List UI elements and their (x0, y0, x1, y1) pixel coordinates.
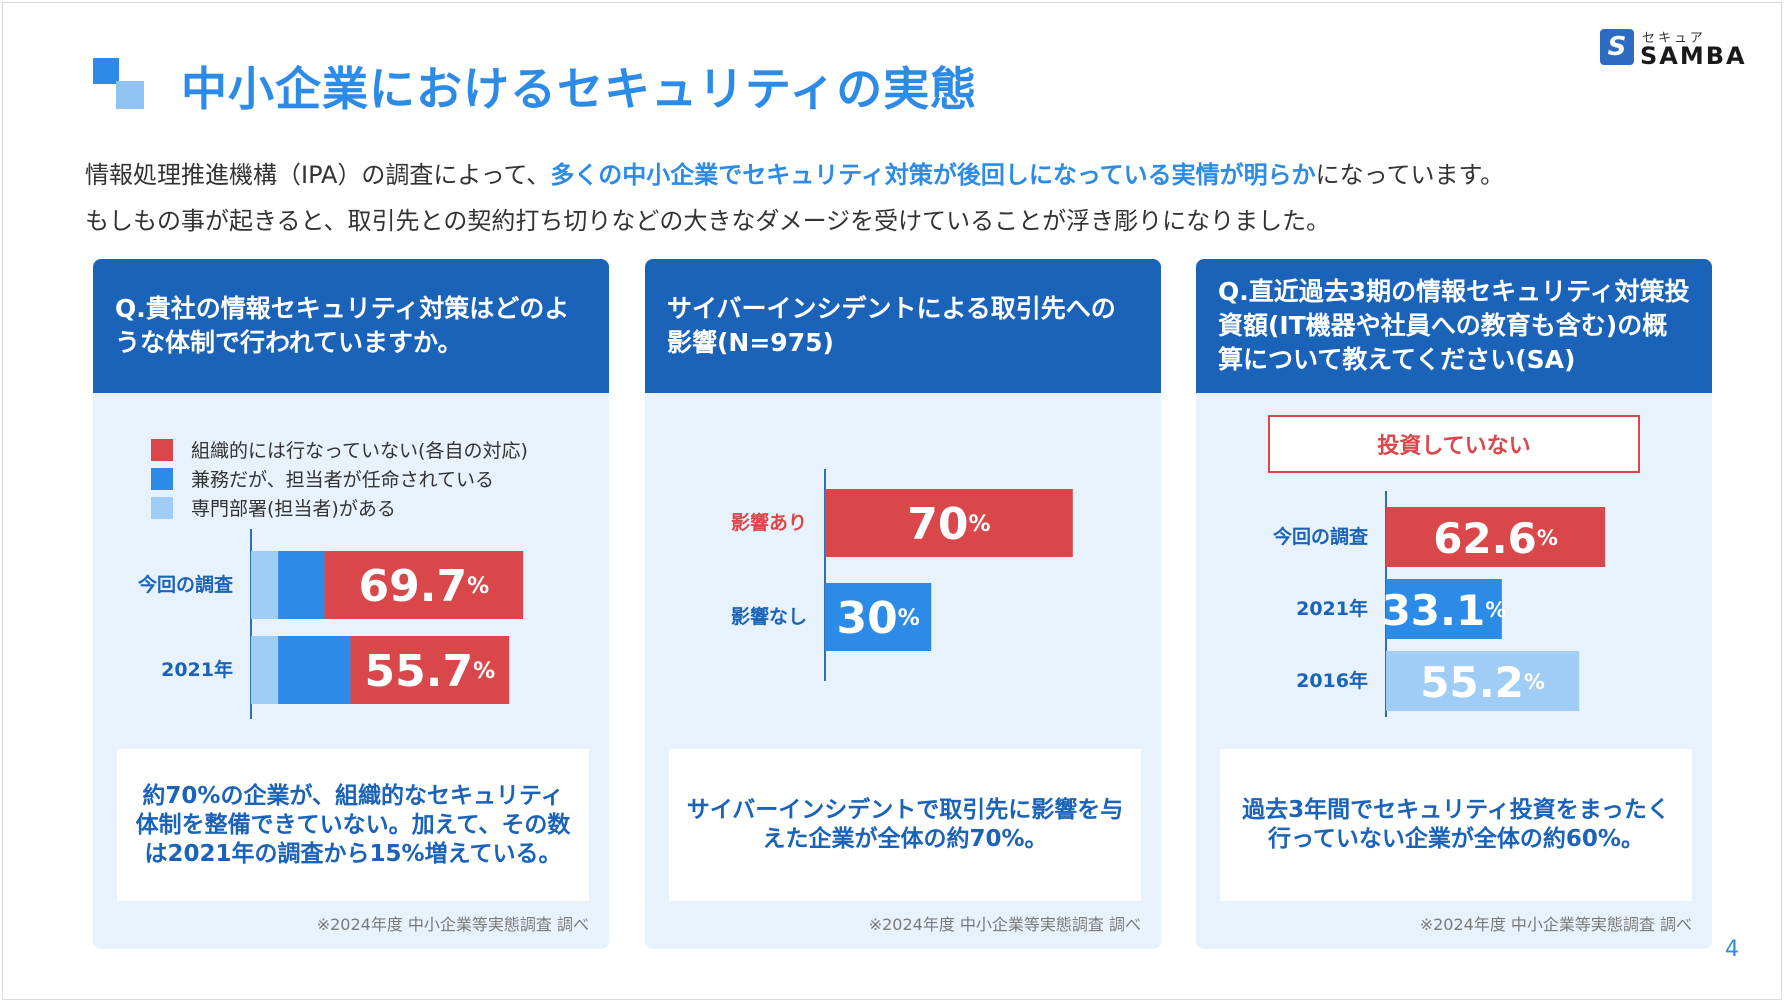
page-title: 中小企業におけるセキュリティの実態 (181, 62, 978, 116)
bar (825, 583, 932, 651)
category-label: 2021年 (1296, 597, 1368, 620)
data-label: 30% (836, 593, 919, 644)
data-label: 62.6% (1433, 514, 1558, 563)
data-label: 69.7% (359, 561, 490, 612)
panel-organization: Q.貴社の情報セキュリティ対策はどのような体制で行われていますか。 組織的には行… (93, 259, 609, 949)
no-investment-box: 投資していない (1268, 415, 1640, 473)
intro-text-b: になっています。 (1315, 161, 1505, 189)
bar-segment (251, 636, 279, 704)
data-label: 55.7% (365, 646, 496, 697)
panel-question: サイバーインシデントによる取引先への影響(N=975) (667, 294, 1116, 357)
intro-line-2: もしもの事が起きると、取引先との契約打ち切りなどの大きなダメージを受けていること… (85, 207, 1331, 235)
panel-impact: サイバーインシデントによる取引先への影響(N=975) 影響あり 70% 影響なし 3… (645, 259, 1161, 949)
page-number: 4 (1725, 937, 1739, 962)
legend-swatch-red (151, 438, 173, 461)
summary-box: 約70%の企業が、組織的なセキュリティ体制を整備できていない。加えて、その数は2… (117, 749, 589, 901)
bar-segment (251, 551, 279, 619)
panel-header: Q.貴社の情報セキュリティ対策はどのような体制で行われていますか。 (93, 259, 609, 393)
panel-investment: Q.直近過去3期の情報セキュリティ対策投資額(IT機器や社員への教育も含む)の概… (1196, 259, 1712, 949)
bar-segment (278, 636, 351, 704)
bar (1386, 651, 1580, 711)
deco-square-light (116, 81, 144, 109)
legend-label: 専門部署(担当者)がある (191, 498, 396, 520)
source-note: ※2024年度 中小企業等実態調査 調べ (1419, 915, 1692, 934)
legend-label: 組織的には行なっていない(各自の対応) (191, 440, 528, 462)
logo-text: SAMBA (1640, 42, 1747, 70)
logo-mark-icon: S (1600, 29, 1634, 65)
summary-box: サイバーインシデントで取引先に影響を与えた企業が全体の約70%。 (669, 749, 1141, 901)
data-label: 55.2% (1420, 658, 1545, 707)
source-note: ※2024年度 中小企業等実態調査 調べ (316, 915, 589, 934)
bar-segment (324, 551, 524, 619)
category-label: 今回の調査 (137, 573, 234, 596)
legend-swatch-blue (151, 467, 173, 490)
data-label: 70% (907, 499, 990, 550)
samba-logo: S セキュア SAMBA (1600, 29, 1750, 70)
logo-subtext: セキュア (1642, 31, 1706, 46)
bar (825, 489, 1073, 557)
chart-organization: 今回の調査 69.7% 2021年 55.7% (137, 529, 524, 719)
intro-highlight: 多くの中小企業でセキュリティ対策が後回しになっている実情が明らか (550, 161, 1316, 189)
legend-label: 兼務だが、担当者が任命されている (191, 469, 495, 491)
category-label: 今回の調査 (1272, 525, 1369, 548)
chart-investment: 今回の調査 62.6% 2021年 33.1% 2016年 55.2% (1272, 491, 1606, 717)
panel-question: Q.直近過去3期の情報セキュリティ対策投資額(IT機器や社員への教育も含む)の概… (1218, 277, 1690, 374)
legend-item: 専門部署(担当者)がある (151, 493, 528, 522)
source-note: ※2024年度 中小企業等実態調査 調べ (868, 915, 1141, 934)
category-label: 影響なし (731, 605, 807, 628)
panel-header: Q.直近過去3期の情報セキュリティ対策投資額(IT機器や社員への教育も含む)の概… (1196, 259, 1712, 393)
panel-header: サイバーインシデントによる取引先への影響(N=975) (645, 259, 1161, 393)
chart-impact: 影響あり 70% 影響なし 30% (731, 469, 1073, 681)
intro-line-1: 情報処理推進機構（IPA）の調査によって、多くの中小企業でセキュリティ対策が後回… (85, 155, 1504, 190)
deco-square-dark (93, 58, 119, 84)
data-label: 33.1% (1382, 586, 1507, 635)
legend-swatch-lightblue (151, 496, 173, 519)
chart-legend: 組織的には行なっていない(各自の対応) 兼務だが、担当者が任命されている 専門部… (151, 435, 528, 522)
bar-segment (278, 551, 325, 619)
bar (1386, 507, 1606, 567)
summary-box: 過去3年間でセキュリティ投資をまったく行っていない企業が全体の約60%。 (1220, 749, 1692, 901)
category-label: 影響あり (731, 511, 807, 534)
legend-item: 兼務だが、担当者が任命されている (151, 464, 528, 493)
bar (1386, 579, 1502, 639)
legend-item: 組織的には行なっていない(各自の対応) (151, 435, 528, 464)
bar-segment (350, 636, 510, 704)
category-label: 2021年 (161, 658, 233, 681)
panel-question: Q.貴社の情報セキュリティ対策はどのような体制で行われていますか。 (115, 294, 570, 357)
category-label: 2016年 (1296, 669, 1368, 692)
intro-text-a: 情報処理推進機構（IPA）の調査によって、 (85, 161, 551, 189)
